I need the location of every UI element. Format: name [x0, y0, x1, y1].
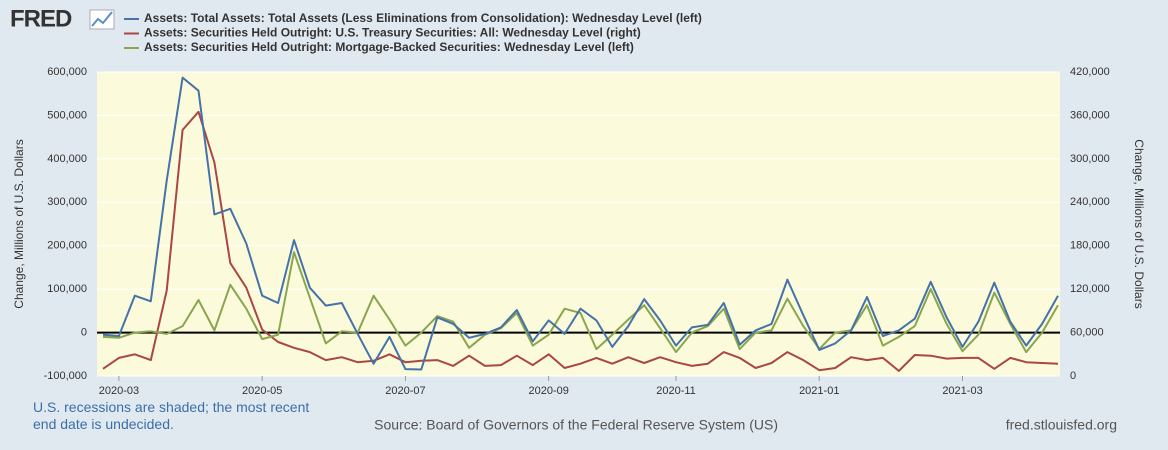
y-tick-label: 500,000 [47, 109, 87, 121]
x-tick-label: 2021-01 [799, 385, 839, 397]
series-line [102, 251, 1059, 354]
y-tick-label: 400,000 [47, 153, 87, 165]
y-tick-label: -100,000 [44, 370, 87, 382]
recession-note: U.S. recessions are shaded; the most rec… [33, 399, 310, 432]
y2-tick-label: 360,000 [1070, 109, 1110, 121]
y-axis-label: Change, Millions of U.S. Dollars [12, 139, 26, 308]
legend-label: Assets: Total Assets: Total Assets (Less… [144, 11, 702, 25]
x-tick-label: 2020-11 [656, 385, 696, 397]
plot-area [97, 72, 1060, 376]
x-tick-label: 2020-03 [99, 385, 139, 397]
logo: FRED [10, 5, 72, 32]
series-line [102, 110, 1059, 372]
y2-tick-label: 420,000 [1070, 66, 1110, 78]
y-tick-label: 100,000 [47, 283, 87, 295]
website: fred.stlouisfed.org [1006, 417, 1117, 433]
y-tick-label: 600,000 [47, 66, 87, 78]
logo-icon [89, 9, 115, 30]
y2-tick-label: 300,000 [1070, 153, 1110, 165]
legend-label: Assets: Securities Held Outright: U.S. T… [144, 26, 641, 40]
y2-tick-label: 0 [1070, 370, 1076, 382]
x-tick-label: 2021-03 [942, 385, 982, 397]
y-tick-label: 300,000 [47, 196, 87, 208]
y2-tick-label: 180,000 [1070, 240, 1110, 252]
legend-label: Assets: Securities Held Outright: Mortga… [144, 40, 634, 54]
y-tick-label: 200,000 [47, 240, 87, 252]
y2-tick-label: 120,000 [1070, 283, 1110, 295]
y-tick-label: 0 [81, 326, 87, 338]
x-tick-label: 2020-05 [242, 385, 282, 397]
x-tick-label: 2020-09 [528, 385, 568, 397]
series-line [102, 76, 1059, 371]
y2-tick-label: 240,000 [1070, 196, 1110, 208]
source: Source: Board of Governors of the Federa… [374, 417, 778, 433]
y2-axis-label: Change, Millions of U.S. Dollars [1132, 139, 1146, 308]
x-tick-label: 2020-07 [385, 385, 425, 397]
y2-tick-label: 60,000 [1070, 326, 1104, 338]
